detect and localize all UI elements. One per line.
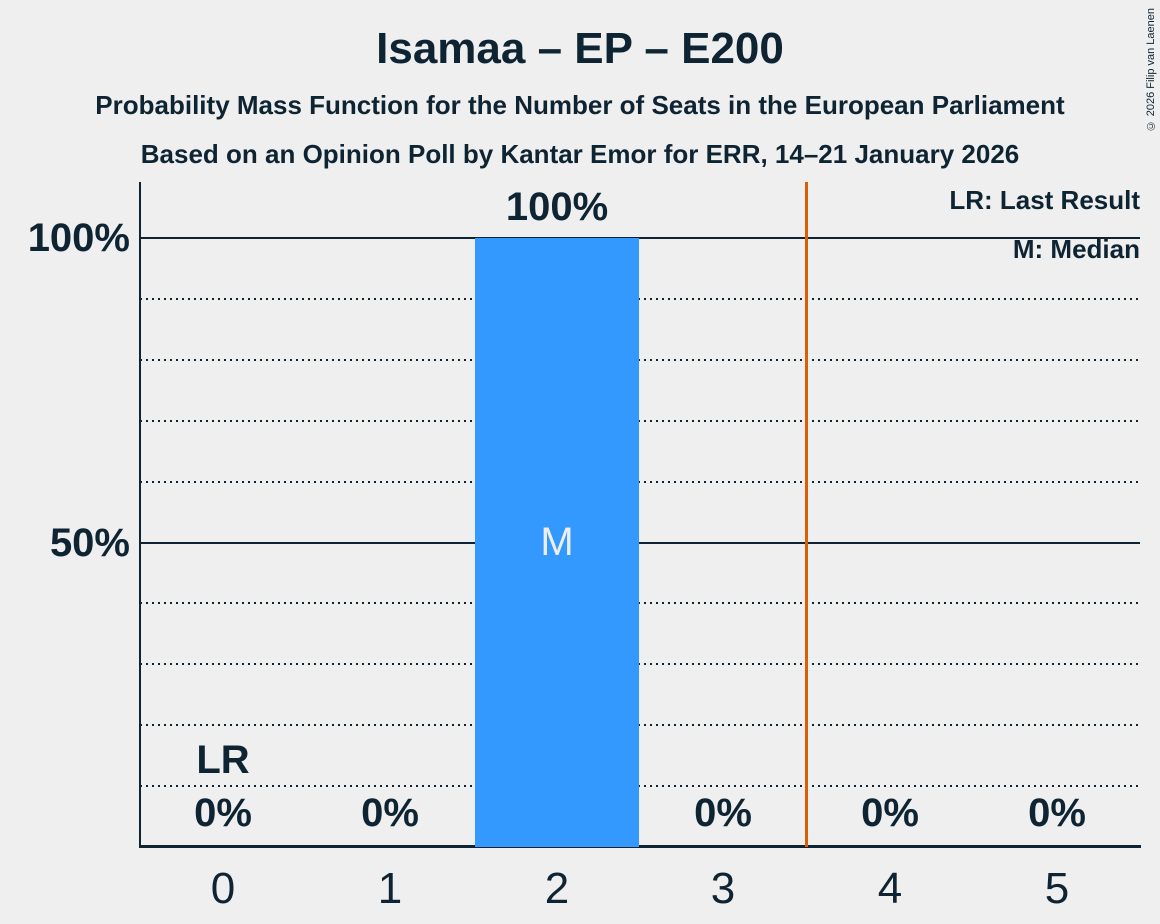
seat-bar: M — [475, 238, 639, 847]
last-result-line — [805, 182, 808, 847]
bar-value-label: 0% — [1028, 791, 1086, 835]
last-result-label: LR — [196, 738, 250, 782]
y-axis-tick-label: 50% — [49, 521, 130, 565]
legend-last-result: LR: Last Result — [949, 185, 1140, 215]
y-gridline-solid — [140, 237, 1140, 239]
x-axis-tick-label: 1 — [377, 864, 403, 913]
x-axis-tick-label: 0 — [210, 864, 236, 913]
y-gridline-dotted — [140, 359, 1140, 361]
x-axis-tick-label: 2 — [544, 864, 570, 913]
bar-value-label: 0% — [194, 791, 252, 835]
bar-value-label: 0% — [694, 791, 752, 835]
chart-subtitle-line1: Probability Mass Function for the Number… — [95, 90, 1065, 120]
y-gridline-dotted — [140, 481, 1140, 483]
x-axis-tick-label: 3 — [710, 864, 736, 913]
y-axis-line — [139, 182, 141, 848]
y-axis-tick-label: 100% — [27, 216, 130, 260]
x-axis-line — [139, 845, 1141, 848]
y-gridline-dotted — [140, 602, 1140, 604]
x-axis-tick-label: 5 — [1044, 864, 1070, 913]
x-axis-tick-label: 4 — [877, 864, 903, 913]
y-gridline-dotted — [140, 785, 1140, 787]
bar-value-label: 0% — [861, 791, 919, 835]
y-gridline-solid — [140, 542, 1140, 544]
bar-value-label: 100% — [505, 185, 609, 229]
legend-median: M: Median — [1012, 234, 1140, 264]
copyright-notice: © 2026 Filip van Laenen — [1145, 8, 1157, 132]
y-gridline-dotted — [140, 298, 1140, 300]
y-gridline-dotted — [140, 724, 1140, 726]
chart-subtitle-line2: Based on an Opinion Poll by Kantar Emor … — [140, 139, 1020, 169]
y-gridline-dotted — [140, 663, 1140, 665]
y-gridline-dotted — [140, 420, 1140, 422]
chart-title: Isamaa – EP – E200 — [376, 24, 784, 73]
median-marker: M — [540, 520, 574, 564]
bar-value-label: 0% — [361, 791, 419, 835]
